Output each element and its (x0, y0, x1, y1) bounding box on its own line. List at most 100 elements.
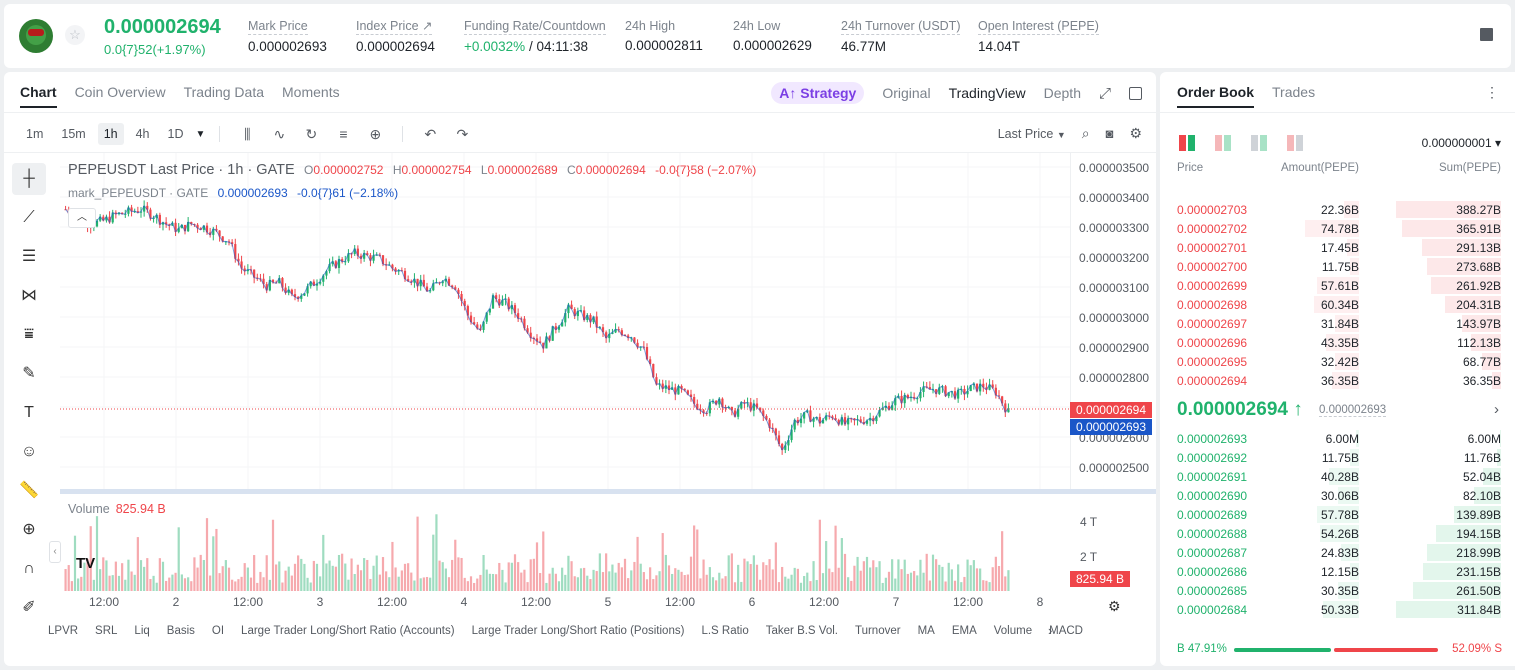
indicator-turnover[interactable]: Turnover (854, 625, 901, 637)
indicators-icon[interactable]: ∿ (273, 125, 286, 142)
indicator-macd[interactable]: MACD (1049, 625, 1083, 637)
view-tradingview[interactable]: TradingView (948, 85, 1026, 101)
settings-gear-icon[interactable]: ⚙ (1129, 125, 1142, 141)
indicator-basis[interactable]: Basis (166, 625, 195, 637)
indicator-ls-positions[interactable]: Large Trader Long/Short Ratio (Positions… (471, 625, 685, 637)
fib-retracement-icon[interactable]: ⩸ (24, 326, 34, 343)
bid-row[interactable]: 0.000002693 6.00M 6.00M (1160, 429, 1515, 448)
bid-row[interactable]: 0.000002685 30.35B 261.50B (1160, 581, 1515, 600)
camera-icon[interactable]: ◙ (1105, 126, 1114, 141)
volume-bar (1007, 570, 1010, 591)
magnet-icon[interactable]: ∩ (23, 560, 35, 577)
pattern-icon[interactable]: ⋈ (21, 287, 37, 304)
price-type-select[interactable]: Last Price ▼ (997, 126, 1066, 141)
indicator-ls-accounts[interactable]: Large Trader Long/Short Ratio (Accounts) (241, 625, 455, 637)
view-depth[interactable]: Depth (1043, 85, 1081, 101)
ask-row[interactable]: 0.000002695 32.42B 68.77B (1160, 352, 1515, 371)
template-icon[interactable]: ≡ (339, 126, 348, 142)
ask-row[interactable]: 0.000002699 57.61B 261.92B (1160, 276, 1515, 295)
price-axis[interactable]: 0.000003500 0.000003400 0.000003300 0.00… (1070, 153, 1156, 493)
candle-type-icon[interactable]: ⫼ (244, 125, 251, 142)
trend-line-icon[interactable]: ⟋ (23, 209, 35, 226)
split-view-icon[interactable] (1215, 135, 1231, 151)
ask-row[interactable]: 0.000002703 22.36B 388.27B (1160, 200, 1515, 219)
chevron-right-icon[interactable]: › (1494, 401, 1499, 418)
timeframe-1m[interactable]: 1m (26, 127, 44, 141)
indicator-ma[interactable]: MA (917, 625, 935, 637)
amount-bar (1347, 239, 1359, 256)
timeframe-15m[interactable]: 15m (61, 127, 86, 141)
bids-only-view-icon[interactable] (1251, 135, 1267, 151)
candle-body (837, 420, 840, 425)
zoom-in-icon[interactable]: ⊕ (22, 521, 36, 538)
emoji-icon[interactable]: ☺ (20, 443, 38, 460)
chart-area[interactable]: ┼ ⟋ ☰ ⋈ ⩸ ✎ T ☺ 📏 ⊕ ∩ ✐ PEPEUSDT Last Pr… (4, 152, 1156, 666)
ask-row[interactable]: 0.000002697 31.84B 143.97B (1160, 314, 1515, 333)
stat-index-price[interactable]: Index Price ↗ 0.000002694 (356, 19, 435, 54)
time-axis[interactable]: 12:00 2 12:00 3 12:00 4 12:00 5 12:00 6 … (60, 595, 1070, 615)
asks-only-view-icon[interactable] (1287, 135, 1303, 151)
indicator-volume[interactable]: Volume (993, 625, 1033, 637)
indicator-ema[interactable]: EMA (951, 625, 977, 637)
guide-book-icon[interactable] (1480, 28, 1493, 41)
timeframe-1h[interactable]: 1h (97, 123, 124, 145)
ask-row[interactable]: 0.000002700 11.75B 273.68B (1160, 257, 1515, 276)
collapse-legend-button[interactable]: ︿ (68, 208, 96, 228)
ask-row[interactable]: 0.000002698 60.34B 204.31B (1160, 295, 1515, 314)
ask-row[interactable]: 0.000002702 74.78B 365.91B (1160, 219, 1515, 238)
ask-row[interactable]: 0.000002701 17.45B 291.13B (1160, 238, 1515, 257)
indicator-oi[interactable]: OI (211, 625, 225, 637)
tab-order-book[interactable]: Order Book (1177, 84, 1255, 108)
window-icon[interactable] (1129, 86, 1142, 100)
ask-row[interactable]: 0.000002696 43.35B 112.13B (1160, 333, 1515, 352)
expand-icon[interactable]: ⤢ (1098, 84, 1111, 102)
stat-open-interest: Open Interest (PEPE) 14.04T (978, 19, 1099, 54)
stat-mark-price[interactable]: Mark Price 0.000002693 (248, 19, 327, 54)
crosshair-icon[interactable]: ┼ (12, 163, 46, 195)
indicator-ls-ratio[interactable]: L.S Ratio (701, 625, 749, 637)
bid-row[interactable]: 0.000002686 12.15B 231.15B (1160, 562, 1515, 581)
bid-row[interactable]: 0.000002690 30.06B 82.10B (1160, 486, 1515, 505)
bid-row[interactable]: 0.000002688 54.26B 194.15B (1160, 524, 1515, 543)
tradingview-logo[interactable]: TV (76, 555, 96, 572)
bid-row[interactable]: 0.000002689 57.78B 139.89B (1160, 505, 1515, 524)
refresh-icon[interactable]: ↻ (305, 125, 318, 142)
brush-icon[interactable]: ✎ (22, 365, 36, 382)
bid-row[interactable]: 0.000002691 40.28B 52.04B (1160, 467, 1515, 486)
favorite-star-icon[interactable]: ☆ (65, 25, 85, 45)
tick-size-select[interactable]: 0.000000001 ▾ (1421, 136, 1501, 150)
bid-row[interactable]: 0.000002687 24.83B 218.99B (1160, 543, 1515, 562)
timeframe-4h[interactable]: 4h (135, 127, 150, 141)
indicator-srl[interactable]: SRL (95, 625, 118, 637)
parallel-channel-icon[interactable]: ☰ (21, 248, 37, 265)
chart-settings-icon[interactable]: ⚙ (1108, 598, 1121, 614)
pencil-lock-icon[interactable]: ✐ (22, 599, 36, 616)
view-original[interactable]: Original (882, 85, 931, 101)
more-options-icon[interactable]: ⋮ (1485, 84, 1499, 100)
pane-separator[interactable] (60, 489, 1156, 494)
collapse-tools-arrow-icon[interactable]: ‹ (49, 541, 61, 563)
tab-chart[interactable]: Chart (20, 84, 57, 108)
search-icon[interactable]: ⌕ (1081, 125, 1090, 141)
tab-coin-overview[interactable]: Coin Overview (74, 84, 166, 100)
tab-moments[interactable]: Moments (282, 84, 340, 100)
tab-trades[interactable]: Trades (1272, 84, 1316, 100)
text-tool-icon[interactable]: T (24, 404, 34, 421)
undo-icon[interactable]: ↶ (424, 125, 437, 142)
stat-funding-rate[interactable]: Funding Rate/Countdown +0.0032% / 04:11:… (464, 19, 606, 54)
timeframe-dropdown-icon[interactable]: ▼ (195, 128, 206, 140)
both-sides-view-icon[interactable] (1179, 135, 1195, 151)
indicator-scroll-right-icon[interactable]: › (1048, 623, 1053, 638)
bid-row[interactable]: 0.000002692 11.75B 11.76B (1160, 448, 1515, 467)
indicator-taker-vol[interactable]: Taker B.S Vol. (765, 625, 838, 637)
indicator-liq[interactable]: Liq (134, 625, 150, 637)
strategy-button[interactable]: A↑ Strategy (771, 82, 865, 104)
tab-trading-data[interactable]: Trading Data (183, 84, 265, 100)
ask-row[interactable]: 0.000002694 36.35B 36.35B (1160, 371, 1515, 390)
add-indicator-icon[interactable]: ⊕ (369, 125, 382, 142)
ruler-icon[interactable]: 📏 (19, 482, 39, 499)
timeframe-1d[interactable]: 1D (167, 127, 184, 141)
redo-icon[interactable]: ↷ (456, 125, 469, 142)
indicator-lpvr[interactable]: LPVR (48, 625, 79, 637)
bid-row[interactable]: 0.000002684 50.33B 311.84B (1160, 600, 1515, 619)
